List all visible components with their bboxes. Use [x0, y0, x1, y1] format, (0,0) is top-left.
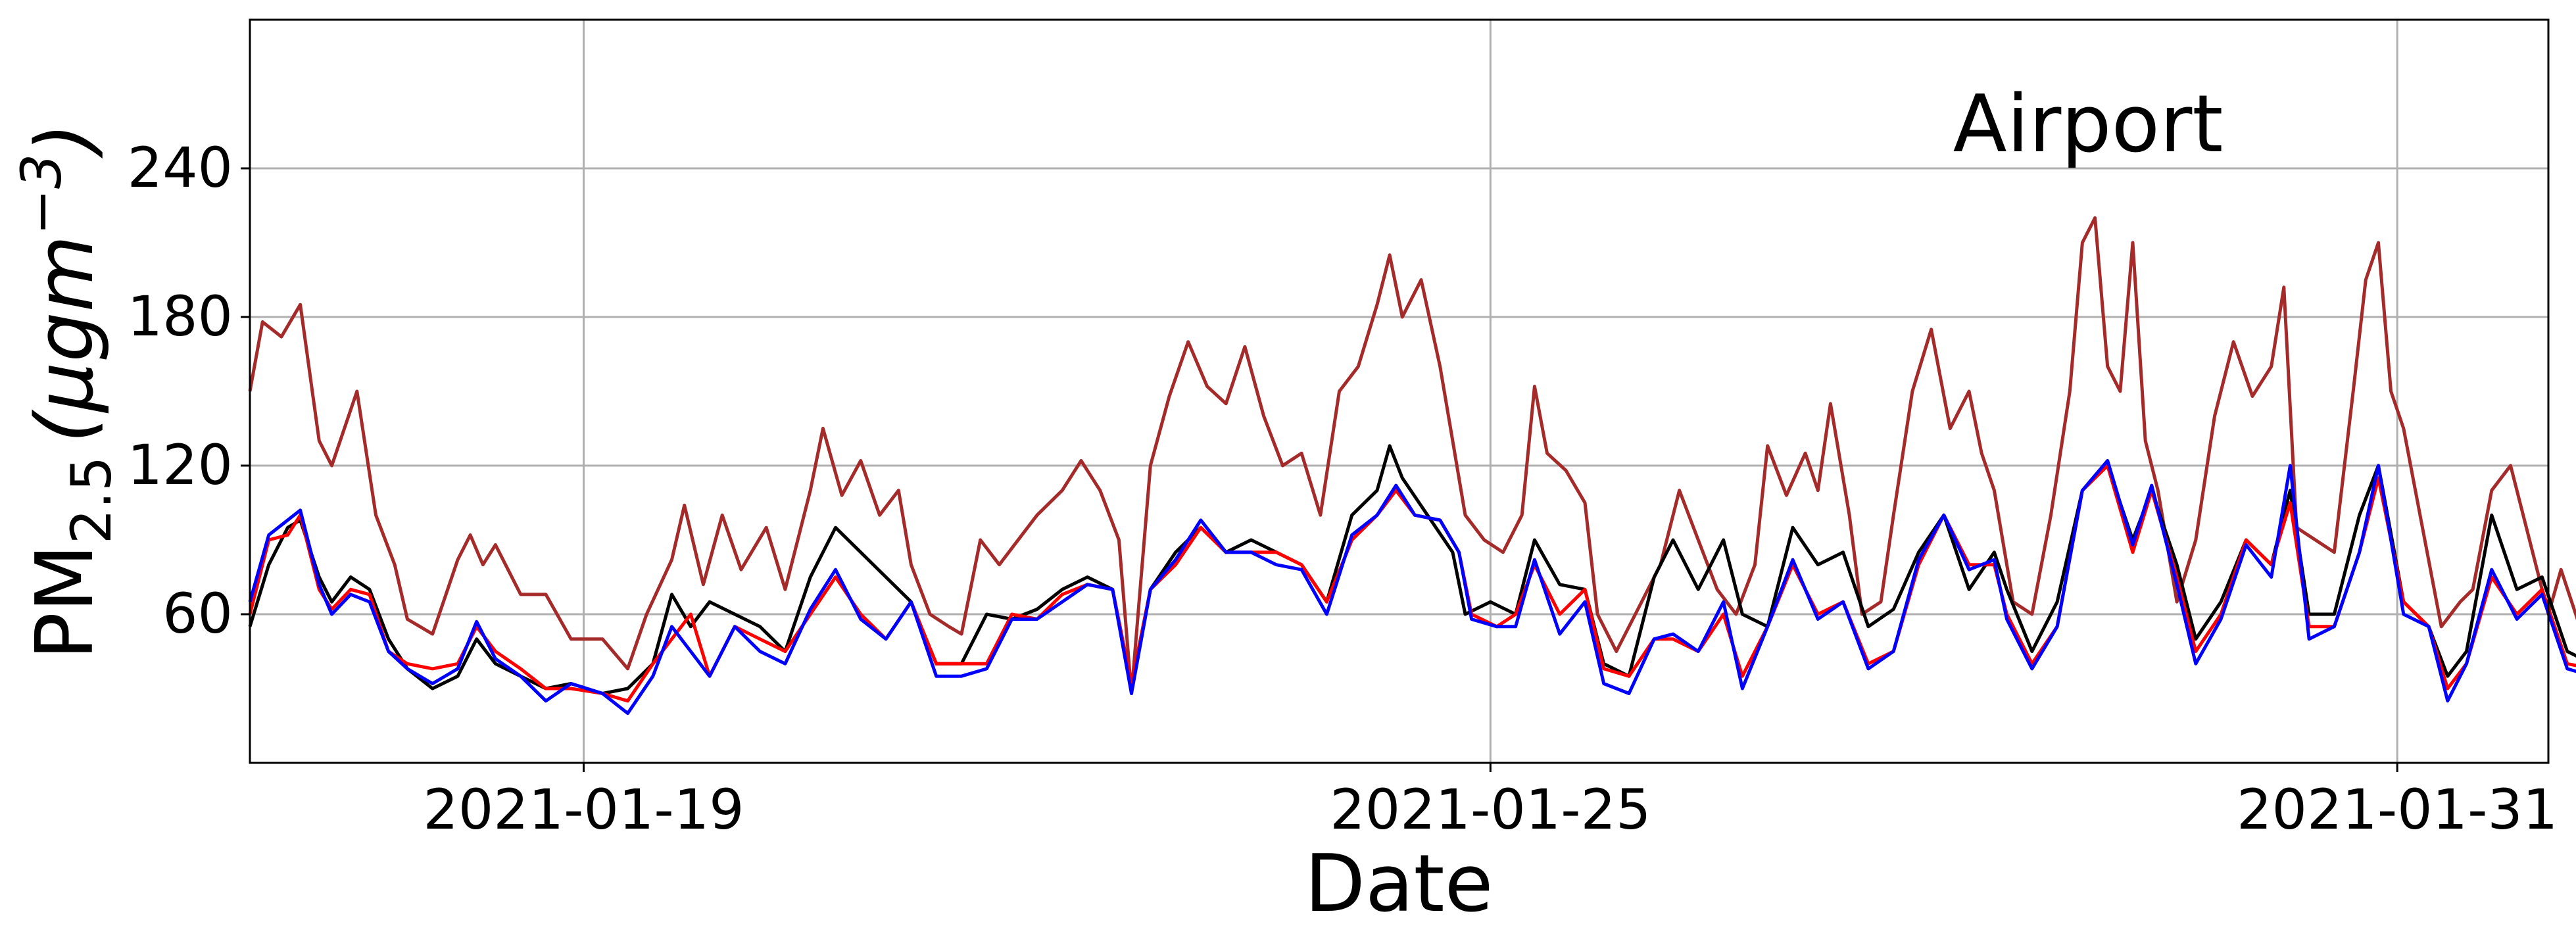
annotation-label: Airport: [1953, 79, 2224, 170]
y-label-close: ): [20, 123, 111, 159]
x-tick-label: 2021-01-31: [2237, 777, 2558, 842]
y-tick-label: 180: [128, 284, 233, 349]
x-tick-label: 2021-01-19: [423, 777, 744, 842]
plot-background: [250, 20, 2548, 763]
y-label-unit: (μgm: [20, 235, 111, 443]
series-line-0: [248, 216, 2576, 695]
y-tick-label: 60: [162, 581, 233, 646]
ticks: 60 120 180 240 2021-01-19 2021-01-25 2021-01-3…: [128, 135, 2558, 842]
x-tick-label: 2021-01-25: [1330, 777, 1651, 842]
y-label-main: PM: [20, 544, 111, 660]
y-tick-label: 120: [128, 433, 233, 497]
x-axis-label: Date: [1305, 838, 1494, 930]
y-label-sup: −3: [9, 154, 74, 235]
y-tick-label: 240: [128, 135, 233, 200]
series-lines: [248, 216, 2576, 716]
series-line-3: [248, 459, 2576, 716]
y-label-sub: 2.5: [59, 456, 124, 545]
y-axis-label: PM2.5 (μgm−3): [9, 123, 124, 660]
plot-frame: [249, 18, 2550, 764]
